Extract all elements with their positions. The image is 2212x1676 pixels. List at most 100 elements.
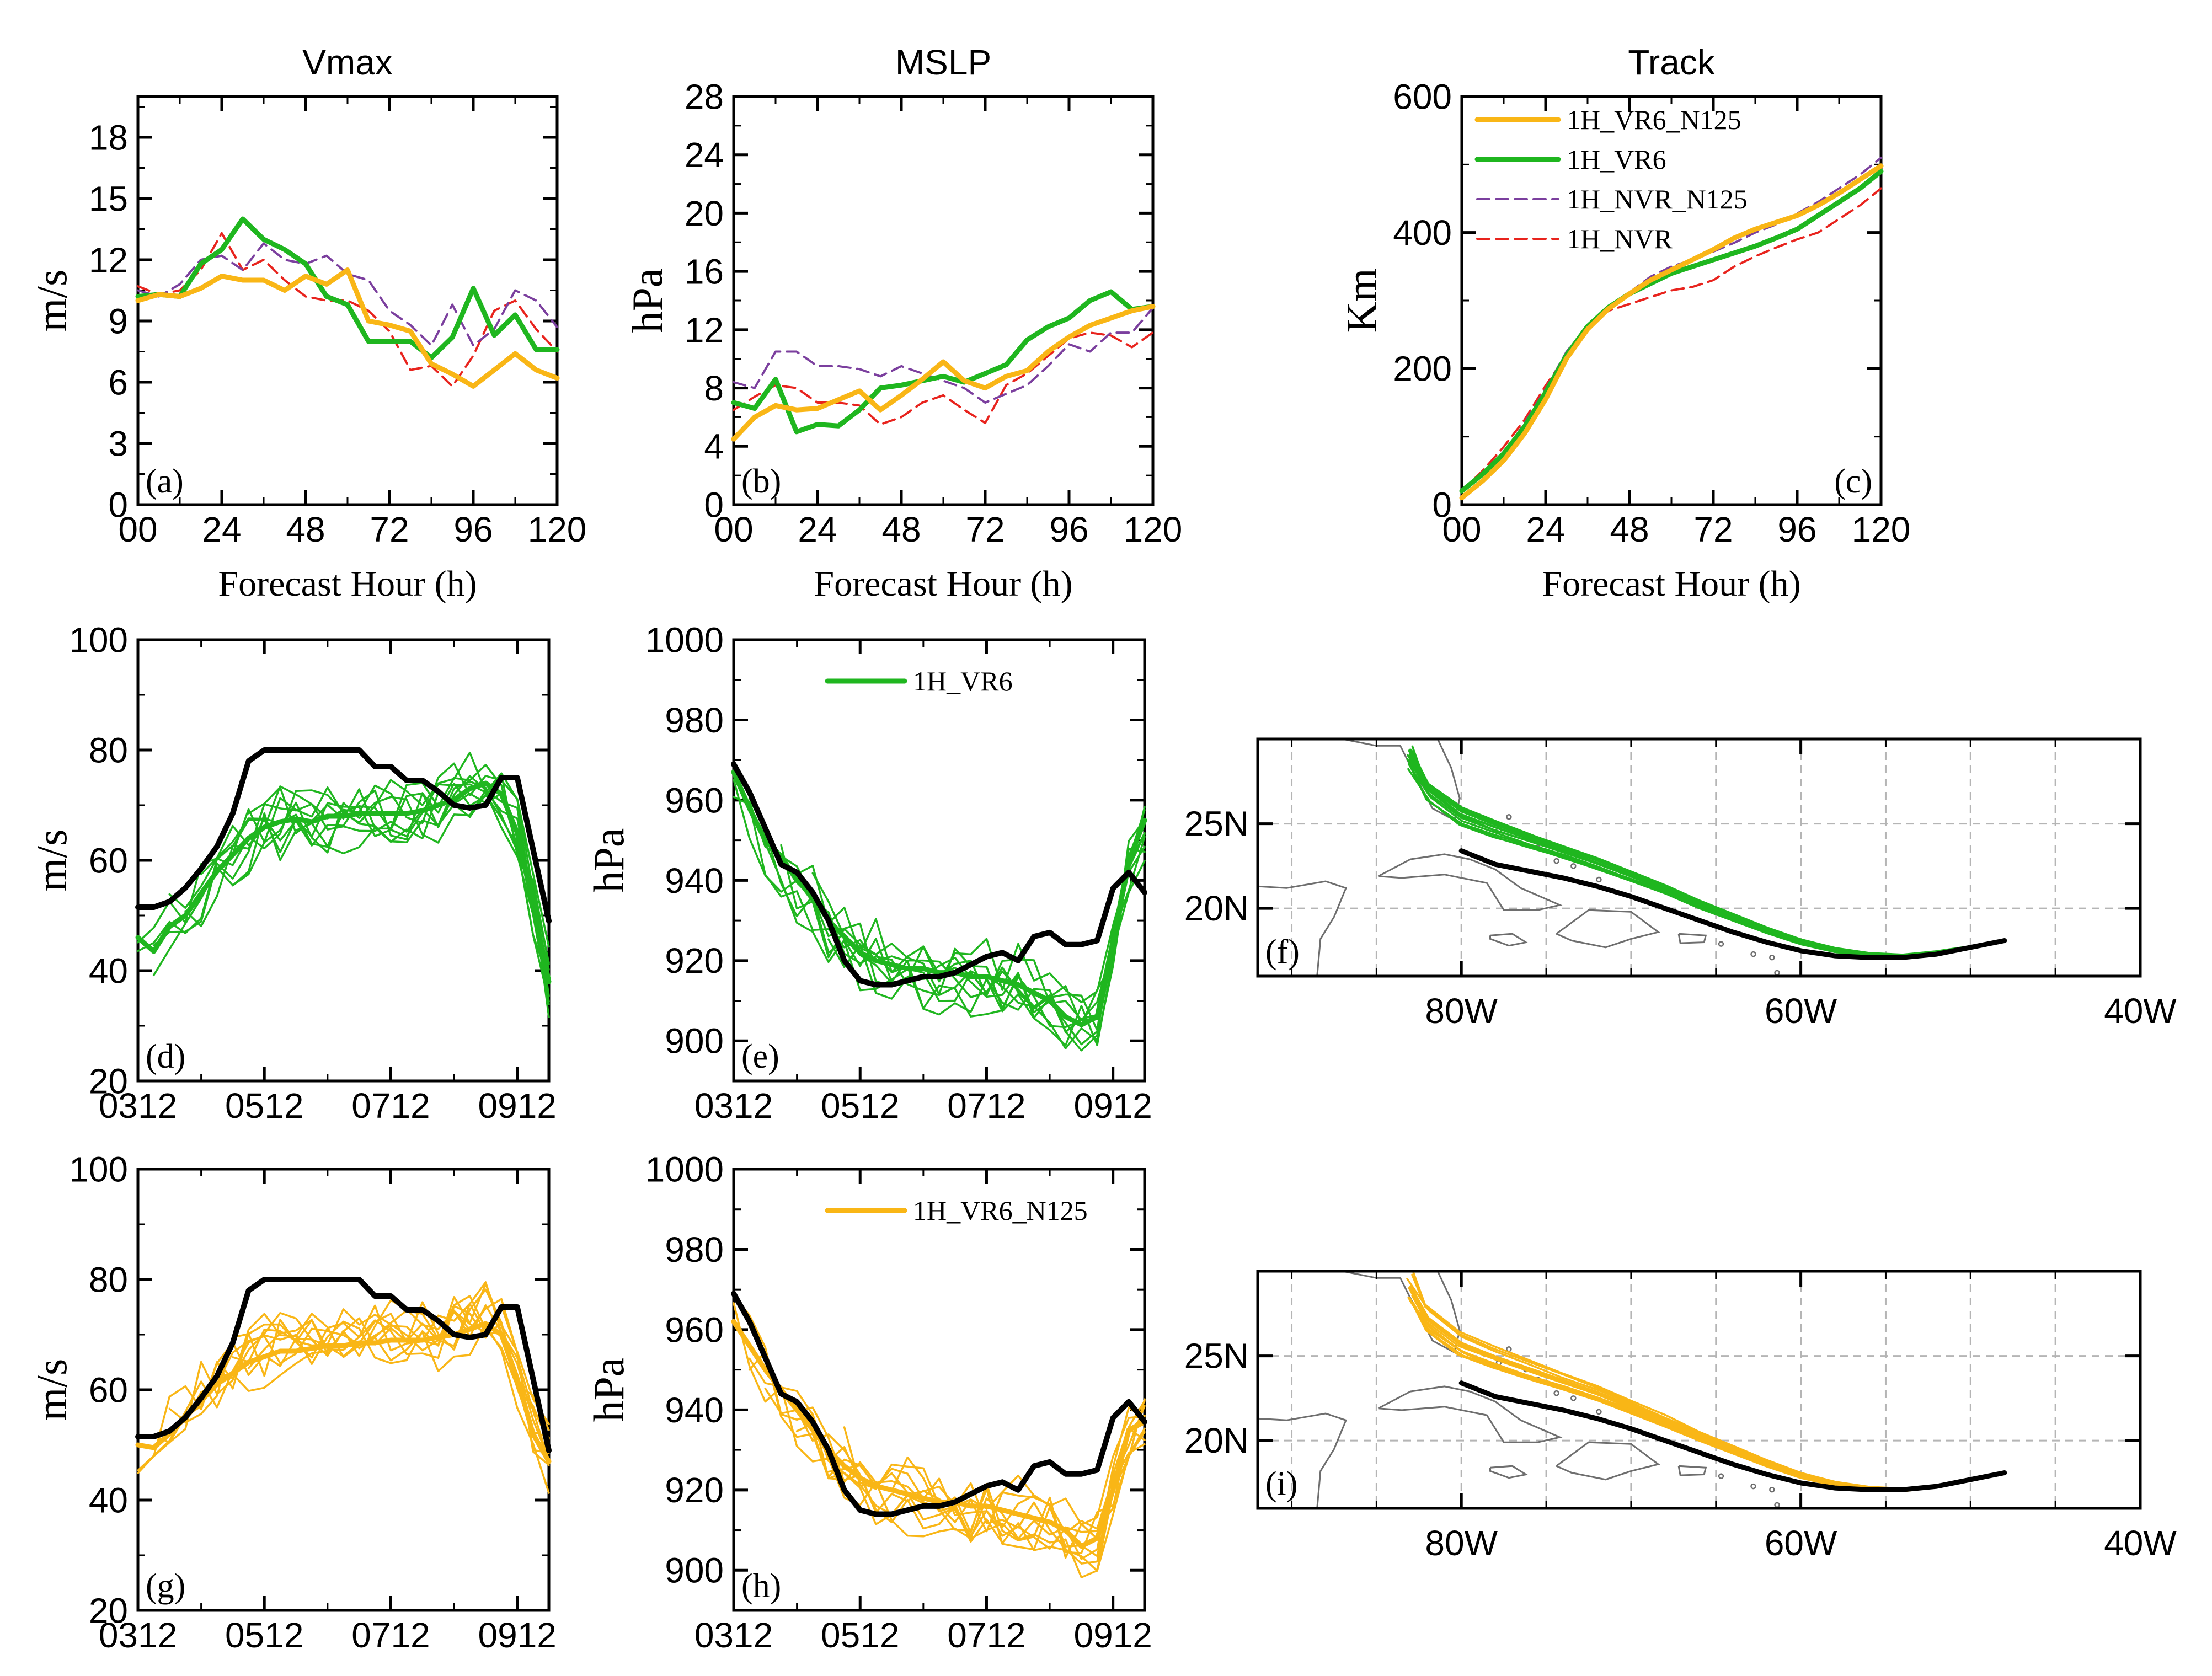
x-tick-label: 0712	[947, 1615, 1025, 1655]
ensemble-track-5	[1407, 763, 2006, 958]
plot-frame	[136, 638, 551, 1083]
y-tick-label: 940	[665, 1390, 724, 1430]
y-tick-label: 16	[685, 252, 724, 292]
legend-label: 1H_VR6_N125	[1567, 104, 1741, 135]
series-line-1H_VR6	[135, 216, 560, 361]
map-content	[1258, 1271, 2140, 1508]
coastline	[1489, 933, 1529, 947]
y-tick-label: 0	[704, 485, 724, 524]
y-tick-label: 40	[89, 951, 128, 990]
map-frame	[1256, 737, 2142, 978]
panel-d: 20 40 60 80 100 0312 0512 0712 0912 m/s (d)	[28, 620, 557, 1126]
series-line-1H_VR6_N125	[731, 304, 1156, 442]
coastline	[1258, 880, 1347, 976]
best-track-line	[731, 1291, 1147, 1517]
y-tick-label: 900	[665, 1551, 724, 1591]
x-tick-label: 0912	[478, 1086, 557, 1126]
x-tick-label: 48	[1610, 510, 1649, 549]
ensemble-member-9	[827, 1427, 1146, 1572]
coastline	[1556, 1441, 1660, 1481]
y-tick-label: 12	[685, 310, 724, 350]
y-tick-label: 1000	[645, 1149, 724, 1189]
x-tick-label: 24	[1526, 510, 1565, 549]
x-axis-label: Forecast Hour (h)	[814, 564, 1072, 604]
plot-frame	[732, 1168, 1146, 1612]
y-tick-label: 940	[665, 861, 724, 901]
y-axis-label: m/s	[28, 829, 76, 892]
y-tick-label: 12	[89, 240, 128, 280]
panel-label: (i)	[1265, 1465, 1298, 1503]
y-tick-label: 980	[665, 1230, 724, 1270]
x-tick-label: 120	[1124, 510, 1183, 549]
x-axis-label: Forecast Hour (h)	[218, 564, 477, 604]
ensemble-member-10	[843, 1415, 1146, 1526]
ensemble-member-7	[795, 806, 1146, 1003]
y-tick-label: 20	[685, 194, 724, 233]
panel-label: (c)	[1834, 463, 1872, 500]
x-tick-label: 96	[1777, 510, 1816, 549]
ensemble-member-8	[811, 832, 1146, 1031]
best-track-line	[135, 747, 552, 924]
ensemble-track-6	[1408, 754, 2006, 959]
ensemble-mean-line	[135, 780, 552, 984]
panel-label: (a)	[146, 463, 184, 500]
best-track-line	[135, 1277, 552, 1453]
ensemble-track-1	[1408, 759, 2006, 957]
ensemble-member-3	[748, 1351, 1146, 1565]
island	[1506, 814, 1512, 820]
y-tick-label: 20N	[1184, 888, 1249, 928]
series-line-1H_NVR	[733, 331, 1154, 426]
y-tick-label: 100	[69, 1149, 128, 1189]
series-line-1H_VR6	[731, 289, 1156, 435]
y-tick-label: 0	[108, 485, 128, 524]
legend-label: 1H_VR6	[1567, 144, 1666, 175]
ensemble-member-3	[748, 797, 1146, 1049]
ensemble-member-2	[733, 796, 1146, 1046]
coastline	[1342, 739, 1461, 822]
panel-g: 20 40 60 80 100 0312 0512 0712 0912 m/s (g)	[28, 1149, 557, 1655]
x-tick-label: 120	[528, 510, 587, 549]
island	[1570, 1395, 1577, 1401]
legend: 1H_VR6_N125 1H_VR6 1H_NVR_N125 1H_NVR	[1474, 104, 1748, 254]
coastline	[1342, 1271, 1461, 1354]
y-axis-label: hPa	[623, 269, 671, 333]
coastline	[1377, 853, 1563, 911]
x-tick-label: 0512	[225, 1615, 303, 1655]
y-axis-label: m/s	[28, 270, 76, 332]
x-tick-label: 0912	[478, 1615, 557, 1655]
coastline	[1489, 1465, 1529, 1479]
legend-label: 1H_VR6	[913, 666, 1013, 697]
ensemble-track-8	[1406, 1278, 2006, 1491]
series-line-1H_VR6_N125	[1459, 163, 1884, 501]
legend-label: 1H_NVR	[1567, 223, 1673, 254]
y-tick-label: 24	[685, 135, 724, 175]
panel-e: 900 920 940 960 980 1000 0312 0512 0712 0912 hPa (e…	[585, 620, 1152, 1126]
island	[1769, 1486, 1775, 1493]
y-tick-label: 0	[1432, 485, 1452, 524]
ensemble-track-1	[1408, 1297, 2006, 1491]
y-tick-label: 980	[665, 700, 724, 740]
coastline	[1556, 909, 1660, 949]
series-line-1H_NVR	[1461, 187, 1882, 492]
x-tick-label: 24	[798, 510, 837, 549]
x-tick-label: 0312	[99, 1086, 177, 1126]
ensemble-member-3	[152, 793, 550, 981]
y-tick-label: 920	[665, 1470, 724, 1510]
ensemble-track-7	[1409, 765, 2006, 957]
x-tick-label: 48	[286, 510, 325, 549]
x-tick-label: 72	[1693, 510, 1733, 549]
island	[1553, 1390, 1559, 1396]
panel-i: 80W 60W 40W 20N 25N (i)	[1184, 1270, 2177, 1563]
y-tick-label: 8	[704, 368, 724, 408]
y-tick-label: 80	[89, 1260, 128, 1299]
ensemble-member-6	[780, 1386, 1146, 1559]
x-tick-label: 24	[202, 510, 241, 549]
y-tick-label: 960	[665, 1310, 724, 1350]
y-tick-label: 60	[89, 1370, 128, 1410]
x-tick-label: 60W	[1765, 991, 1837, 1031]
y-tick-label: 15	[89, 179, 128, 218]
ensemble-member-8	[216, 751, 550, 964]
x-tick-label: 0512	[225, 1086, 303, 1126]
y-tick-label: 9	[108, 301, 128, 341]
